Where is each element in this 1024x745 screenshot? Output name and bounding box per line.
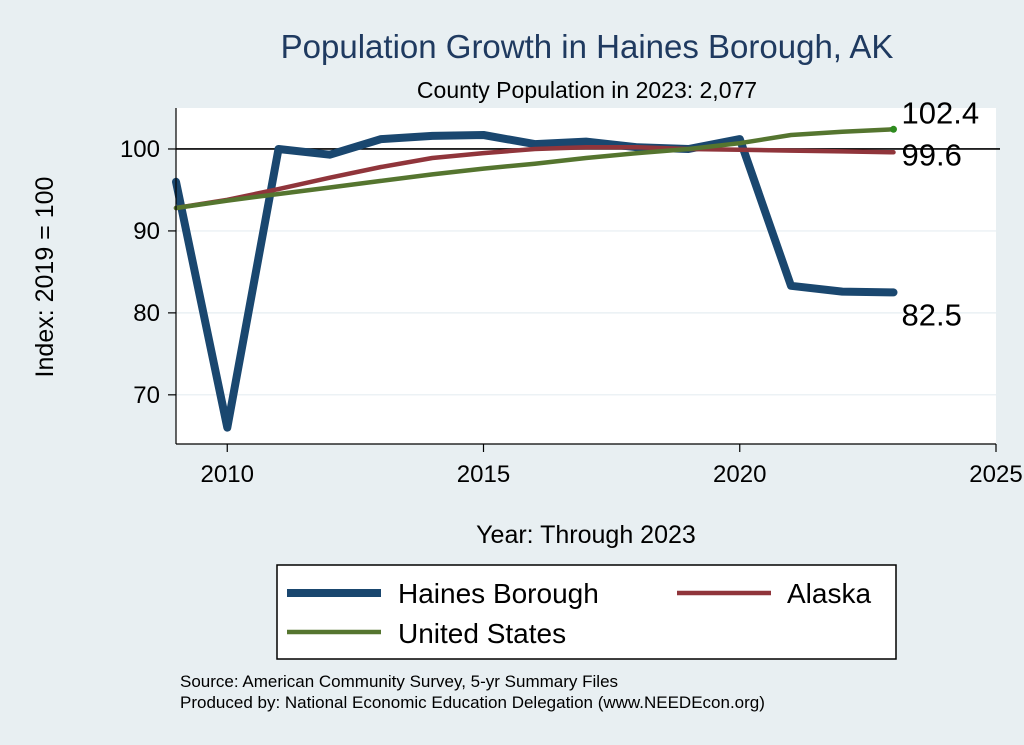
x-tick-label: 2020 <box>713 461 766 488</box>
legend-box <box>276 564 897 660</box>
x-axis-ticks: 2010 2015 2020 2025 <box>201 444 1023 488</box>
series-line-alaska <box>173 145 896 211</box>
y-tick-label: 90 <box>133 218 160 245</box>
y-tick-label: 80 <box>133 300 160 327</box>
legend-label-haines: Haines Borough <box>398 578 599 609</box>
legend: Haines Borough Alaska United States <box>276 564 897 660</box>
series-line-haines-borough <box>172 131 898 432</box>
x-tick-label: 2010 <box>201 461 254 488</box>
x-axis-label: Year: Through 2023 <box>476 521 696 549</box>
series-line-united-states <box>173 127 896 211</box>
chart-title: Population Growth in Haines Borough, AK <box>281 28 894 65</box>
plot-area <box>176 108 996 444</box>
end-label-haines-borough: 82.5 <box>902 297 962 332</box>
y-axis-ticks: 70 80 90 100 <box>120 136 176 409</box>
legend-label-alaska: Alaska <box>787 578 871 609</box>
series-lines <box>172 125 898 432</box>
y-axis-label: Index: 2019 = 100 <box>31 177 59 378</box>
end-label-alaska: 99.6 <box>902 137 962 172</box>
chart-subtitle: County Population in 2023: 2,077 <box>417 77 757 103</box>
x-tick-label: 2025 <box>969 461 1022 488</box>
y-tick-label: 100 <box>120 136 160 163</box>
y-tick-label: 70 <box>133 382 160 409</box>
end-label-united-states: 102.4 <box>902 95 980 130</box>
us-end-marker <box>890 125 897 133</box>
legend-label-us: United States <box>398 618 566 649</box>
x-tick-label: 2015 <box>457 461 510 488</box>
source-note: Source: American Community Survey, 5-yr … <box>180 672 618 691</box>
producer-note: Produced by: National Economic Education… <box>180 693 765 712</box>
end-labels: 82.5 99.6 102.4 <box>902 95 980 332</box>
